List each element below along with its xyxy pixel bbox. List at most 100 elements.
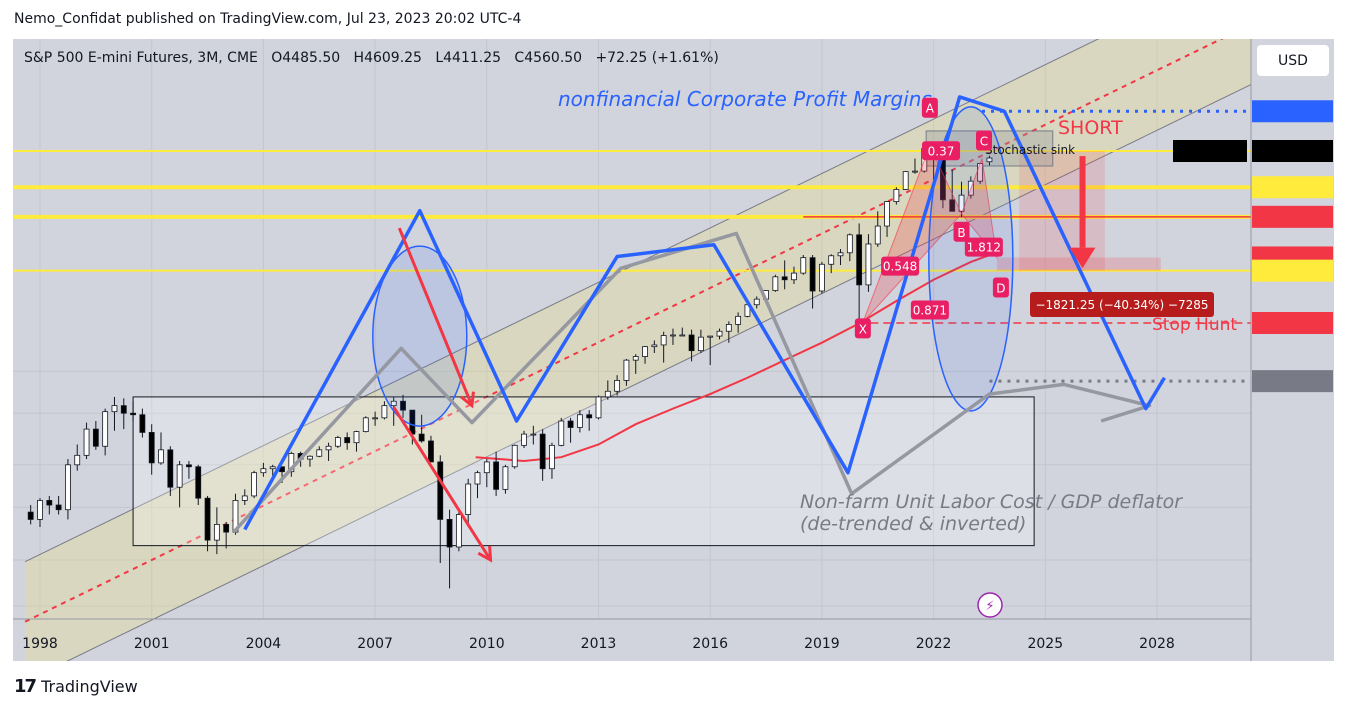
tradingview-logo-icon: 17 — [14, 676, 37, 697]
candle-body — [604, 390, 611, 398]
candle-body — [325, 445, 332, 451]
candle-body — [428, 440, 434, 463]
short-arrow — [1069, 156, 1096, 269]
footer-brand[interactable]: 17 TradingView — [14, 676, 138, 697]
candle-body — [735, 315, 742, 325]
axes — [13, 39, 1334, 661]
candle-body — [595, 396, 602, 419]
low-label: L — [435, 50, 444, 66]
candle-body — [418, 433, 425, 442]
brand-name: TradingView — [41, 677, 138, 696]
ratio-label: 0.548 — [883, 260, 917, 274]
ellipse-2023 — [928, 106, 1014, 412]
pattern-point-bg — [854, 318, 871, 339]
candle-body — [65, 464, 71, 511]
candle-body — [865, 243, 872, 286]
candle-body — [158, 449, 164, 464]
pattern-point-bg — [921, 97, 938, 118]
candle-body — [288, 453, 295, 473]
ratio-bg — [881, 256, 920, 276]
candle-body — [809, 257, 816, 292]
candle-body — [511, 444, 518, 468]
pattern-point-bg — [976, 130, 993, 151]
candle-body — [455, 514, 462, 548]
publish-header: Nemo_Confidat published on TradingView.c… — [14, 11, 522, 27]
candle-body — [893, 189, 900, 202]
candle-body — [753, 298, 760, 306]
candle-body — [772, 276, 779, 291]
high-value: 4609.25 — [364, 50, 422, 66]
price-label-bg — [1252, 139, 1333, 162]
ratio-bg — [964, 237, 1003, 257]
candle-body — [167, 449, 174, 488]
label-stop-hunt: Stop Hunt — [1152, 315, 1237, 335]
arrow-2008-shaft — [397, 227, 474, 407]
candle-body — [502, 466, 509, 490]
candle-body — [353, 431, 360, 444]
price-label-bg — [1252, 370, 1333, 393]
pattern-point-C: C — [980, 135, 988, 149]
candle-body — [316, 449, 323, 457]
candle-body — [912, 170, 918, 173]
candle-body — [130, 412, 136, 416]
candle-body — [186, 464, 192, 468]
candle-body — [27, 511, 34, 520]
candle-body — [819, 263, 825, 292]
candle-body — [800, 257, 807, 274]
candle-body — [642, 346, 648, 357]
candle-body — [465, 483, 472, 515]
candle-body — [446, 518, 453, 548]
candle-body — [213, 524, 220, 541]
candle-body — [204, 497, 211, 541]
candle-body — [549, 444, 555, 470]
pattern-point-A: A — [926, 102, 935, 116]
candle-body — [884, 201, 890, 227]
candle-body — [223, 524, 230, 533]
price-label-bg — [1252, 100, 1333, 123]
candle-body — [269, 466, 276, 470]
candle-body — [651, 344, 658, 348]
pattern-point-B: B — [957, 226, 965, 240]
candle-body — [614, 380, 621, 392]
lightning-glyph: ⚡ — [985, 599, 994, 614]
price-chart[interactable]: nonfinancial Corporate Profit Margins Non… — [13, 39, 1334, 661]
candle-body — [400, 400, 406, 411]
candle-body — [241, 495, 248, 501]
horizontal-levels — [13, 109, 1251, 383]
candle-body — [781, 276, 788, 281]
price-label-bg — [1252, 312, 1333, 334]
candle-body — [558, 420, 565, 446]
ohlc-legend: S&P 500 E-mini Futures, 3M, CME O4485.50… — [24, 50, 719, 66]
channel-mid — [24, 39, 1224, 623]
candle-body — [176, 464, 183, 488]
candle-body — [679, 334, 686, 337]
moving-average — [475, 254, 990, 462]
low-value: 4411.25 — [443, 50, 502, 66]
candle-body — [92, 428, 99, 447]
candle-body — [846, 234, 853, 254]
candle-body — [37, 500, 43, 520]
candle-body — [949, 199, 956, 212]
candle-body — [344, 437, 351, 444]
candle-body — [437, 461, 444, 520]
ratio-label: 1.812 — [967, 241, 1001, 255]
x-tick: 2010 — [469, 636, 505, 652]
candle-body — [530, 433, 537, 436]
candle-body — [707, 335, 714, 338]
x-tick: 1998 — [22, 636, 58, 652]
candle-body — [828, 255, 835, 265]
ellipse-2008 — [372, 245, 468, 427]
candle-body — [567, 420, 574, 428]
channel-lower — [66, 75, 1269, 661]
candle-body — [632, 356, 639, 361]
candle-body — [102, 411, 109, 447]
arrow-2009-shaft — [392, 406, 492, 561]
currency-button[interactable]: USD — [1257, 45, 1329, 76]
arrow-2009 — [392, 406, 493, 563]
candle-body — [55, 504, 62, 511]
candle-body — [195, 466, 202, 499]
candle-body — [670, 334, 676, 337]
chart-area[interactable] — [13, 39, 1334, 661]
measure-label: −1821.25 (−40.34%) −7285 — [1035, 298, 1208, 312]
candle-body — [390, 400, 397, 407]
